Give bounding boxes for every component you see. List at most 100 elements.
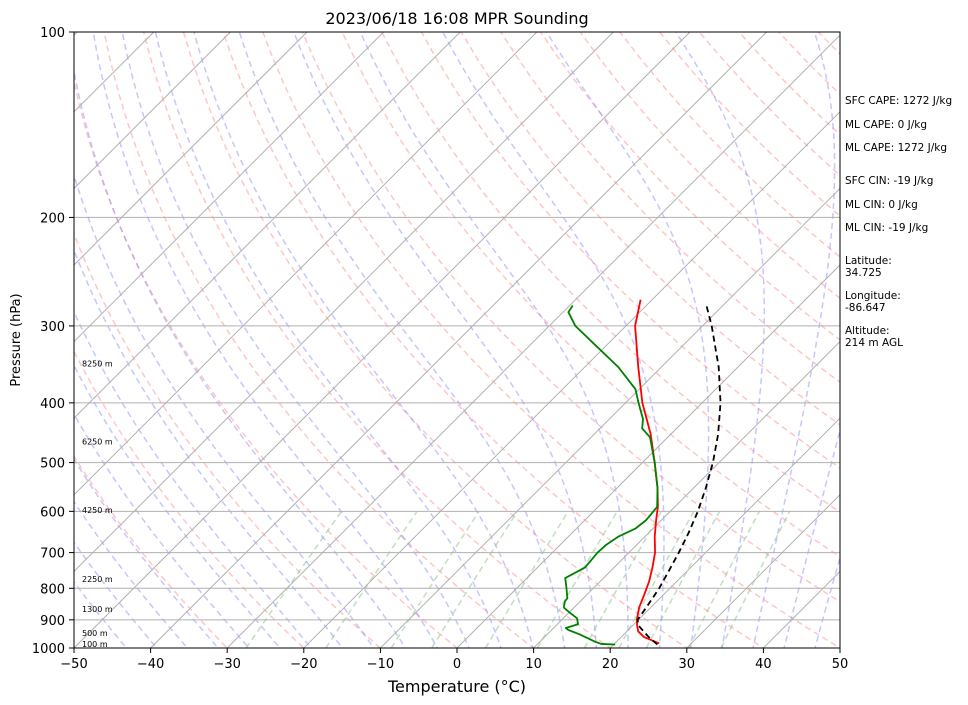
moist-adiabat-line xyxy=(193,32,534,648)
longitude-label: Longitude: xyxy=(845,290,901,302)
isotherm-line xyxy=(74,32,691,648)
moist-adiabat-line xyxy=(441,32,665,648)
height-label: 2250 m xyxy=(82,575,113,584)
height-label: 1300 m xyxy=(82,605,113,614)
dry-adiabat-line xyxy=(74,78,459,648)
sfc-cape-text: SFC CAPE: 1272 J/kg xyxy=(845,95,952,107)
moist-adiabat-line xyxy=(121,32,470,648)
y-tick-label: 600 xyxy=(40,505,65,520)
moist-adiabat-line xyxy=(238,32,566,648)
height-label: 500 m xyxy=(82,629,108,638)
parcel-profile-line xyxy=(636,304,722,646)
ml-cin-text: ML CIN: 0 J/kg xyxy=(845,199,918,211)
x-tick-label: −20 xyxy=(290,657,317,672)
dry-adiabat-line xyxy=(301,32,840,603)
isotherm-line xyxy=(456,264,840,648)
y-tick-label: 500 xyxy=(40,457,65,472)
moist-adiabat-line xyxy=(74,363,281,648)
y-tick-label: 100 xyxy=(40,26,65,41)
height-label: 8250 m xyxy=(82,359,113,368)
y-tick-label: 700 xyxy=(40,547,65,562)
moist-adiabat-line xyxy=(752,32,836,648)
x-tick-label: 40 xyxy=(755,657,772,672)
y-tick-label: 200 xyxy=(40,211,65,226)
moist-adiabat-line xyxy=(74,172,375,648)
dry-adiabat-line xyxy=(222,32,765,648)
moist-adiabat-line xyxy=(814,555,840,648)
isotherm-line xyxy=(74,32,461,419)
dry-adiabat-line xyxy=(460,32,840,426)
dry-adiabat-line xyxy=(579,32,840,300)
dry-adiabat-line xyxy=(74,454,229,648)
moist-adiabat-line xyxy=(74,248,344,648)
isotherm-line xyxy=(74,32,231,190)
dry-adiabat-line xyxy=(420,32,840,469)
mixing-ratio-line xyxy=(688,510,761,648)
moist-adiabat-line xyxy=(92,32,439,648)
isotherm-line xyxy=(226,34,840,648)
isotherm-line xyxy=(74,32,384,343)
temperature-profile-line xyxy=(634,299,660,645)
moist-adiabat-line xyxy=(154,32,502,648)
sfc-cin-text: SFC CIN: -19 J/kg xyxy=(845,175,933,187)
y-tick-label: 900 xyxy=(40,614,65,629)
background-lines xyxy=(74,32,840,648)
y-tick-label: 800 xyxy=(40,582,65,597)
isotherm-line xyxy=(74,32,308,266)
isotherm-line xyxy=(533,340,840,648)
latitude-value: 34.725 xyxy=(845,267,882,279)
longitude-value: -86.647 xyxy=(845,302,886,314)
mixing-ratio-line xyxy=(583,510,663,648)
isotherm-line xyxy=(380,187,840,648)
x-tick-label: −10 xyxy=(367,657,394,672)
x-tick-label: 10 xyxy=(525,657,542,672)
isotherm-line xyxy=(150,32,767,648)
moist-adiabat-line xyxy=(293,32,598,648)
x-tick-label: 50 xyxy=(832,657,849,672)
altitude-value: 214 m AGL xyxy=(845,337,903,349)
dewpoint-profile-line xyxy=(563,305,659,646)
chart-title: 2023/06/18 16:08 MPR Sounding xyxy=(325,9,588,28)
moist-adiabat-line xyxy=(74,67,407,648)
isotherm-line xyxy=(303,111,840,648)
dry-adiabat-line xyxy=(381,32,840,513)
y-axis-label: Pressure (hPa) xyxy=(9,293,24,386)
moist-adiabat-line xyxy=(674,32,766,648)
moist-adiabat-line xyxy=(74,310,312,648)
x-tick-label: −50 xyxy=(60,657,87,672)
stability-annotations: SFC CAPE: 1272 J/kg ML CAPE: 0 J/kg ML C… xyxy=(845,95,952,349)
dry-adiabat-line xyxy=(74,349,305,648)
y-tick-label: 400 xyxy=(40,397,65,412)
height-label: 100 m xyxy=(82,640,108,649)
x-axis-label: Temperature (°C) xyxy=(387,677,526,696)
x-tick-label: 30 xyxy=(679,657,696,672)
x-tick-label: 20 xyxy=(602,657,619,672)
ml-cape-text-2: ML CAPE: 1272 J/kg xyxy=(845,142,947,154)
x-axis: −50 −40 −30 −20 −10 0 10 20 30 40 50 xyxy=(60,648,848,672)
mixing-ratio-line xyxy=(645,510,721,648)
ml-cape-text: ML CAPE: 0 J/kg xyxy=(845,119,927,131)
ml-cin-text-2: ML CIN: -19 J/kg xyxy=(845,222,928,234)
x-tick-label: −40 xyxy=(137,657,164,672)
series-layer xyxy=(563,299,722,646)
isotherm-line xyxy=(686,494,840,648)
altitude-label: Altitude: xyxy=(845,325,890,337)
dry-adiabat-line xyxy=(74,231,382,648)
dry-adiabat-line xyxy=(182,32,689,648)
isotherm-line xyxy=(609,417,840,648)
height-label: 6250 m xyxy=(82,437,113,446)
height-labels: 100 m 500 m 1300 m 2250 m 4250 m 6250 m 8250 m xyxy=(82,359,113,649)
x-tick-label: 0 xyxy=(453,657,461,672)
isotherm-line xyxy=(74,32,538,496)
mixing-ratio-line xyxy=(536,510,618,648)
mixing-ratio-line xyxy=(484,510,569,648)
x-tick-label: −30 xyxy=(213,657,240,672)
y-tick-label: 1000 xyxy=(32,642,65,657)
latitude-label: Latitude: xyxy=(845,255,892,267)
y-tick-label: 300 xyxy=(40,320,65,335)
mixing-ratio-line xyxy=(720,510,791,648)
moist-adiabat-line xyxy=(783,427,840,648)
isotherm-line xyxy=(74,32,614,573)
height-label: 4250 m xyxy=(82,506,113,515)
